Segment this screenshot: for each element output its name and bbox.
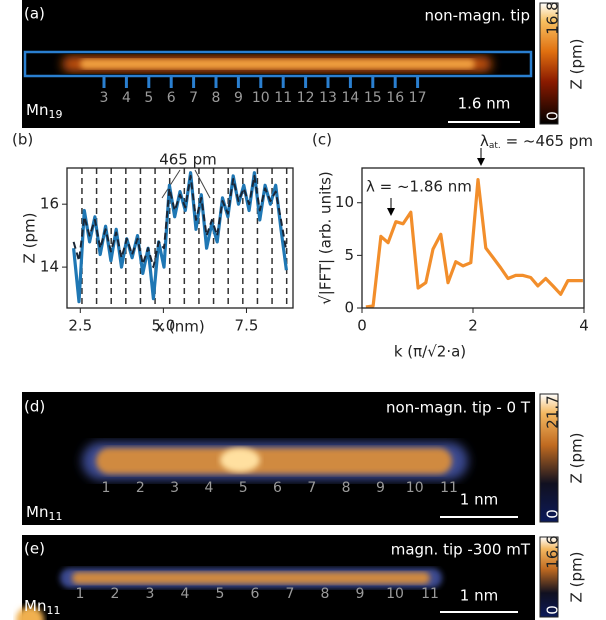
- panel-a: [22, 0, 559, 128]
- count: 19: [48, 108, 62, 121]
- atom-label: 4: [122, 90, 131, 106]
- colorbar-label: Z (pm): [568, 39, 586, 90]
- colorbar-label: Z (pm): [568, 552, 586, 603]
- colorbar-min: 0: [544, 509, 562, 519]
- panel-label: (d): [24, 398, 45, 416]
- atom-label: 1: [102, 480, 111, 496]
- atom-label: 5: [216, 586, 225, 602]
- annotation: λ = ~1.86 nm: [366, 178, 472, 196]
- panel-label: (a): [24, 5, 45, 23]
- annotation: 465 pm: [159, 151, 217, 169]
- atom-label: 10: [406, 480, 424, 496]
- x-axis-label: x (nm): [155, 318, 204, 336]
- x-tick-label: 4: [579, 317, 589, 335]
- x-tick-label: 2: [468, 317, 478, 335]
- data-line: [72, 174, 288, 269]
- panel-label: (b): [12, 131, 33, 149]
- panel-d: [22, 392, 559, 525]
- symbol: λ: [480, 132, 489, 150]
- atom-label: 14: [341, 90, 359, 106]
- caption: non-magn. tip: [424, 7, 530, 25]
- x-tick-label: 2.5: [68, 317, 92, 335]
- y-tick-label: 16: [40, 195, 59, 213]
- colorbar-label: Z (pm): [568, 433, 586, 484]
- atom-label: 3: [146, 586, 155, 602]
- atom-label: 7: [189, 90, 198, 106]
- atom-label: 11: [440, 480, 458, 496]
- colorbar-max: 21.7: [544, 395, 562, 428]
- colorbar-min: 0: [544, 111, 562, 121]
- count: 11: [46, 604, 60, 617]
- atom-label: 11: [274, 90, 292, 106]
- atom-label: 13: [319, 90, 337, 106]
- y-tick-label: 14: [40, 258, 59, 276]
- atom-label: 1: [76, 586, 85, 602]
- x-tick-label: 5.0: [151, 317, 175, 335]
- subscript: at.: [489, 141, 501, 151]
- element: Mn: [24, 597, 46, 615]
- colorbar-max: 16.6: [544, 535, 562, 568]
- atom-label: 5: [144, 90, 153, 106]
- atom-label: 7: [286, 586, 295, 602]
- atom-label: 8: [321, 586, 330, 602]
- atom-label: 16: [386, 90, 404, 106]
- colorbar-min: 0: [544, 605, 562, 615]
- atom-label: 9: [356, 586, 365, 602]
- element: Mn: [26, 503, 48, 521]
- atom-label: 8: [212, 90, 221, 106]
- atom-label: 11: [421, 586, 439, 602]
- atom-label: 12: [297, 90, 315, 106]
- atom-label: 3: [100, 90, 109, 106]
- atom-label: 10: [386, 586, 404, 602]
- atom-label: 8: [342, 480, 351, 496]
- atom-label: 15: [364, 90, 382, 106]
- atom-label: 4: [204, 480, 213, 496]
- data-line: [365, 178, 583, 309]
- atom-label: 2: [136, 480, 145, 496]
- annotations: [161, 148, 485, 216]
- chain-label: Mn11: [24, 597, 60, 618]
- annotation-text: = ~465 pm: [501, 132, 593, 150]
- data-line: [72, 171, 288, 304]
- atom-label: 6: [251, 586, 260, 602]
- y-tick-label: 0: [344, 299, 354, 317]
- atom-label: 9: [234, 90, 243, 106]
- atom-label: 10: [252, 90, 270, 106]
- element: Mn: [26, 101, 48, 119]
- x-tick-label: 7.5: [235, 317, 259, 335]
- atom-label: 5: [239, 480, 248, 496]
- chain-label: Mn11: [26, 503, 62, 524]
- atom-label: 4: [181, 586, 190, 602]
- y-axis-label: √|FFT| (arb. units): [317, 171, 335, 305]
- panel-label: (e): [24, 540, 45, 558]
- atom-label: 7: [307, 480, 316, 496]
- y-tick-label: 10: [335, 193, 354, 211]
- atom-label: 17: [409, 90, 427, 106]
- y-tick-label: 5: [344, 246, 354, 264]
- atom-label: 3: [170, 480, 179, 496]
- caption: non-magn. tip - 0 T: [386, 399, 531, 417]
- y-axis-label: Z (pm): [21, 213, 39, 264]
- caption: magn. tip -300 mT: [391, 541, 531, 559]
- chain-label: Mn19: [26, 101, 62, 122]
- count: 11: [48, 510, 62, 523]
- scale-bar: 1 nm: [460, 587, 498, 605]
- atom-label: 9: [376, 480, 385, 496]
- colorbar-max: 16.8: [544, 1, 562, 34]
- x-tick-label: 0: [357, 317, 367, 335]
- atom-label: 6: [273, 480, 282, 496]
- x-axis-label: k (π/√2·a): [394, 343, 466, 361]
- atom-label: 6: [167, 90, 176, 106]
- scale-bar: 1 nm: [460, 491, 498, 509]
- panel-label: (c): [312, 131, 332, 149]
- annotation: λat. = ~465 pm: [480, 132, 593, 151]
- panel-e: [16, 535, 559, 620]
- atom-label: 2: [111, 586, 120, 602]
- plot-frame: [66, 167, 294, 309]
- scale-bar: 1.6 nm: [458, 95, 511, 113]
